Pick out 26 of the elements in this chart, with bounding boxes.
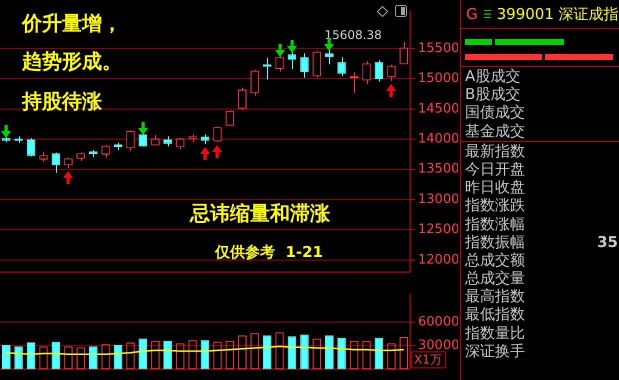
text: 基金成交 — [464, 122, 526, 140]
annotation: 忌讳缩量和滞涨 — [189, 201, 331, 226]
text: 最低指数 — [464, 305, 526, 324]
text: A股成交 — [464, 67, 522, 86]
annotation: 持股待涨 — [21, 89, 103, 114]
text: 国债成交 — [464, 103, 526, 122]
text: 深证换手 — [464, 342, 526, 360]
text: 指数涨幅 — [464, 214, 526, 233]
text: 最高指数 — [464, 287, 526, 306]
annotation: 15608.38 — [324, 28, 382, 42]
text: 总成交量 — [464, 269, 526, 288]
text: 昨日收盘 — [464, 178, 526, 196]
text: B股成交 — [464, 85, 522, 104]
text: 今日开盘 — [464, 160, 526, 178]
text: 399001 深证成指 — [496, 4, 619, 24]
text: 最新指数 — [464, 142, 526, 160]
text: 指数振幅 — [465, 232, 525, 251]
text: 指数量比 — [464, 324, 526, 342]
annotation: 价升量增， — [21, 11, 122, 36]
text: 指数涨跌 — [464, 196, 526, 214]
text: 35 — [597, 232, 618, 251]
annotation: 趋势形成。 — [21, 49, 122, 74]
text: X1万 — [414, 352, 442, 366]
text: G — [466, 5, 478, 23]
text: 总成交额 — [464, 250, 526, 270]
annotation: 仅供参考 1-21 — [214, 242, 323, 261]
